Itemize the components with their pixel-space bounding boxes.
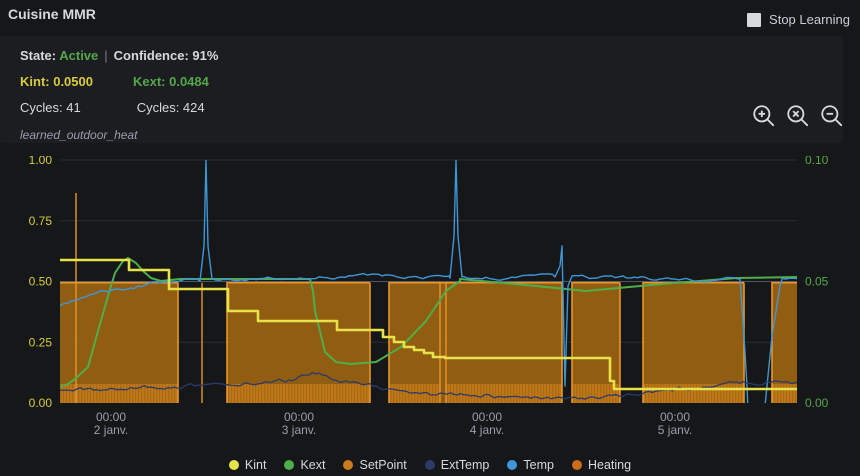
svg-text:0.50: 0.50 (29, 275, 53, 289)
svg-text:00:00: 00:00 (96, 410, 126, 424)
svg-text:0.00: 0.00 (805, 396, 829, 410)
svg-text:0.10: 0.10 (805, 156, 829, 167)
svg-text:3 janv.: 3 janv. (282, 423, 316, 437)
svg-text:0.00: 0.00 (29, 396, 53, 410)
svg-text:00:00: 00:00 (660, 410, 690, 424)
svg-text:0.75: 0.75 (29, 214, 53, 228)
svg-text:2 janv.: 2 janv. (94, 423, 128, 437)
svg-text:1.00: 1.00 (29, 156, 53, 167)
svg-text:4 janv.: 4 janv. (470, 423, 504, 437)
svg-text:00:00: 00:00 (472, 410, 502, 424)
svg-text:00:00: 00:00 (284, 410, 314, 424)
svg-text:0.05: 0.05 (805, 275, 829, 289)
svg-text:5 janv.: 5 janv. (658, 423, 692, 437)
svg-text:0.25: 0.25 (29, 335, 53, 349)
